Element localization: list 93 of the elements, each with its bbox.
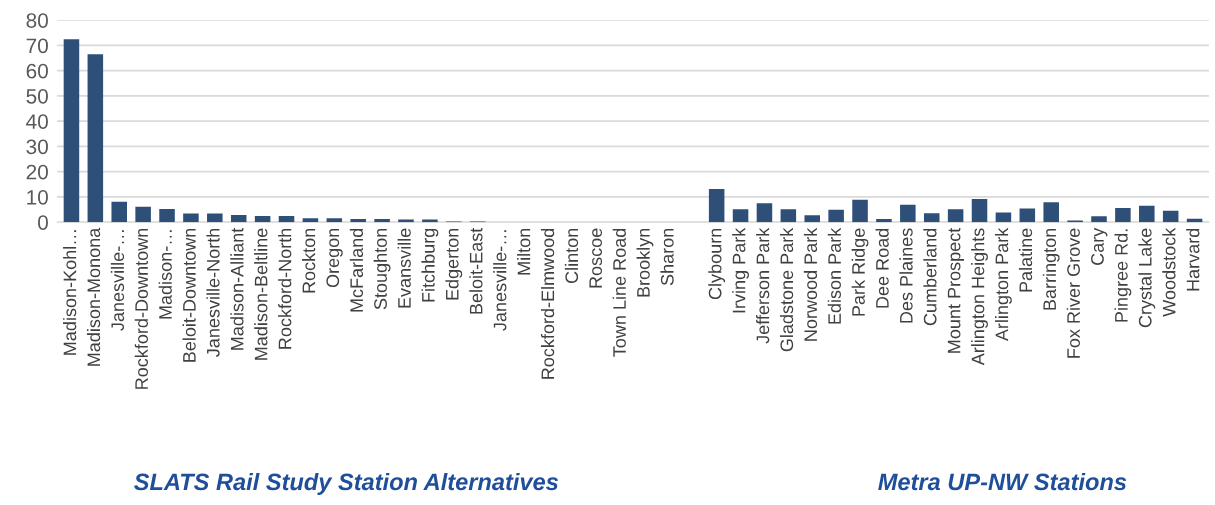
bar [207,213,223,223]
bar [183,213,199,223]
bar [947,209,964,223]
bar [923,213,940,223]
x-tick-label: Brooklyn [636,228,654,297]
x-tick-label: Harvard [1186,228,1200,291]
bar [804,215,821,223]
bar [230,214,247,223]
x-tick-label: Edison Park [827,227,841,324]
y-tick-label: 40 [26,114,48,129]
x-tick-label: Fox River Grove [1066,228,1080,358]
x-tick-label: Norwood Park [803,227,818,341]
bar [1115,208,1131,223]
x-tick-label: Janesville-… [493,230,507,331]
x-tick-label: Woodstock [1162,227,1176,317]
y-tick-label: 50 [26,88,48,104]
y-tick-label: 0 [38,215,48,230]
x-tick-label: Beloit-Downtown [182,228,196,362]
bar [756,203,773,223]
x-tick-label: Jefferson Park [756,227,770,344]
bar [398,219,414,223]
x-tick-label: Evansville [397,228,411,308]
x-tick-label: Crystal Lake [1138,228,1156,328]
x-tick-label: Edgerton [445,228,463,300]
bar [1091,216,1107,223]
x-tick-label: Rockford-North [278,228,292,349]
bar [111,201,127,223]
x-tick-label: Clybourn [708,228,726,300]
x-tick-label: Madison-Beltline [254,228,268,360]
y-tick-label: 70 [26,38,48,54]
bar [350,218,366,223]
x-tick-label: Sharon [660,228,674,286]
x-tick-label: Milton [517,228,531,275]
bar [135,206,151,223]
bar [1139,205,1155,223]
x-tick-label: Mount Prospect [947,227,965,353]
bar [708,189,725,223]
y-tick-label: 20 [26,164,48,180]
y-tick-label: 10 [27,189,48,205]
x-tick-label: Dee Road [875,228,889,308]
x-tick-label: Oregon [326,228,343,288]
x-tick-label: Clinton [564,228,579,284]
bar [876,218,892,223]
x-tick-label: Palatine [1018,228,1033,292]
bar [254,215,271,223]
y-tick-label: 60 [26,63,48,79]
x-tick-label: Madison-… [158,230,172,319]
bar [732,209,749,223]
x-tick-label: Rockton [301,228,316,293]
x-tick-label: Arlington Park [995,227,1012,342]
x-tick-label: Rockford-Downtown [134,228,148,389]
x-tick-label: Arlington Heights [971,228,988,366]
x-tick-label: Park Ridge [851,228,869,316]
x-tick-label: Irving Park [732,227,749,313]
bar [422,219,438,223]
bar [326,218,343,223]
bar [780,209,797,223]
y-tick-label: 30 [26,139,48,155]
x-tick-label: Cumberland [923,228,937,326]
x-tick-label: Rockford-Elmwood [540,228,555,379]
x-tick-label: Cary [1091,227,1108,265]
bar [302,218,319,223]
bar [852,199,868,223]
x-tick-label: Pingree Rd. [1114,229,1132,322]
text: SLATS Rail Study Station Alternatives [134,472,559,495]
x-tick-label: McFarland [349,228,364,312]
x-tick-label: Madison-Alliant [230,227,244,350]
bar [374,218,390,223]
x-tick-label: Madison-Kohl… [63,230,77,355]
x-tick-label: Janesville-… [110,230,125,331]
x-tick-label: Stoughton [373,228,391,310]
x-tick-label: Madison-Monona [86,227,101,366]
x-tick-label: Town Line Road [612,228,626,357]
bar [900,204,916,223]
x-tick-label: Janesville-North [206,228,220,357]
bar [159,209,175,223]
bar [87,54,104,223]
x-tick-label: Des Plaines [899,228,913,323]
bar [1019,208,1036,223]
x-tick-label: Barrington [1042,228,1060,310]
bar [995,212,1012,223]
x-tick-label: Beloit-East [469,227,483,314]
bar [1162,210,1179,223]
x-tick-label: Roscoe [589,228,603,288]
bar [1043,202,1059,223]
text: Metra UP-NW Stations [878,472,1127,491]
bar [971,198,988,223]
bar [278,215,295,223]
x-tick-label: Fitchburg [421,228,439,302]
bar [828,209,844,223]
y-tick-label: 80 [26,13,48,28]
x-tick-label: Gladstone Park [779,227,794,352]
bar [63,39,80,223]
